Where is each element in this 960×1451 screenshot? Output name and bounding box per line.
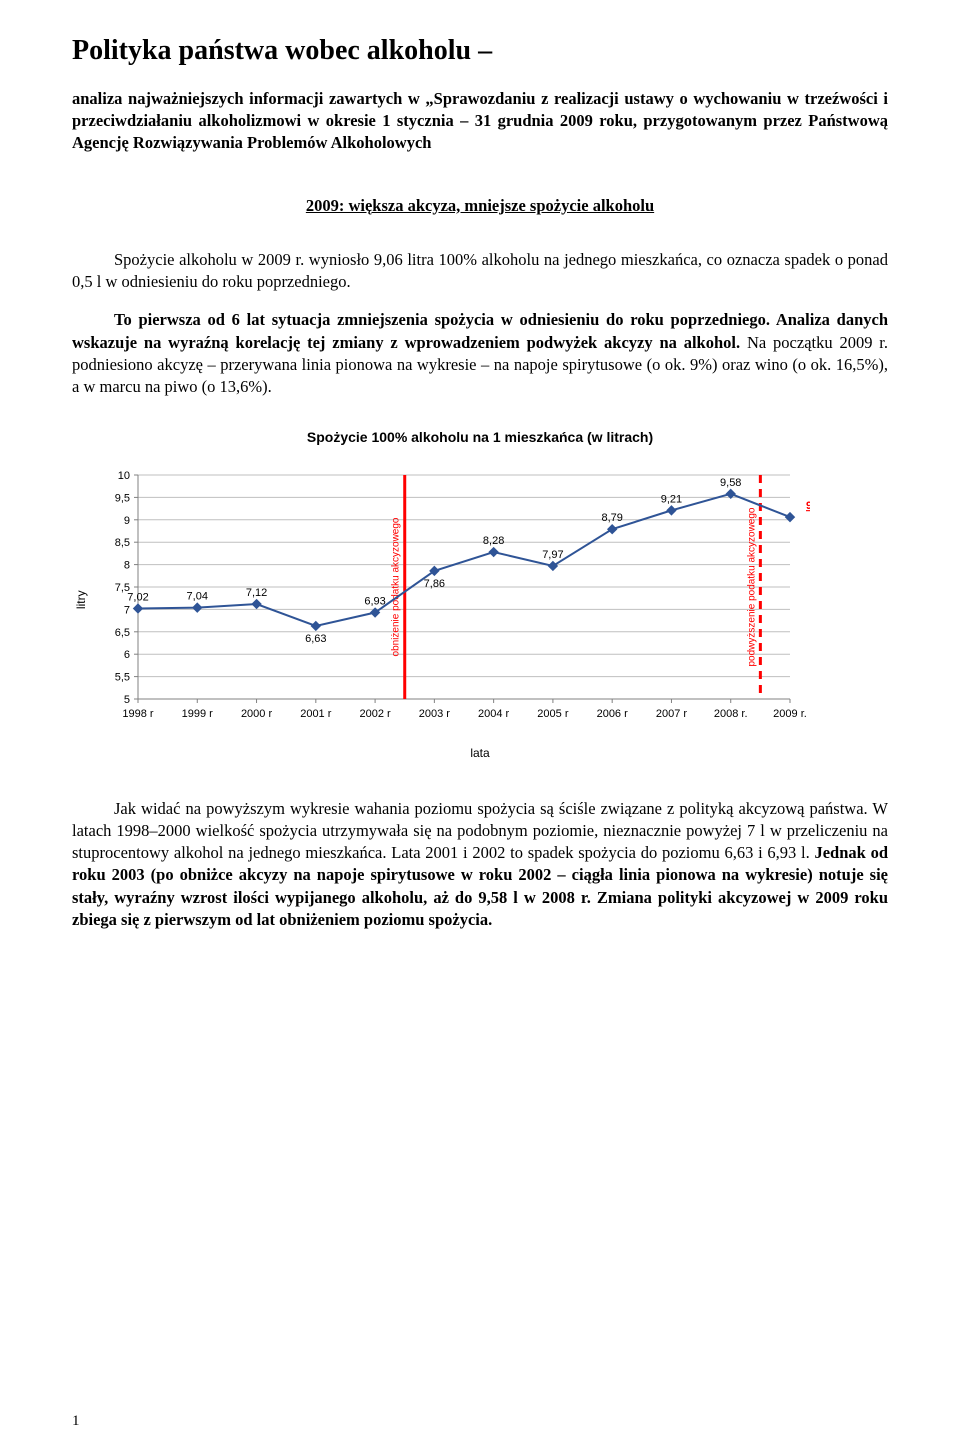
svg-text:8,79: 8,79: [601, 513, 622, 525]
svg-text:10: 10: [118, 470, 130, 482]
chart-title: Spożycie 100% alkoholu na 1 mieszkańca (…: [72, 428, 888, 447]
svg-text:9,06: 9,06: [806, 500, 810, 512]
svg-text:2008 r.: 2008 r.: [714, 708, 748, 720]
paragraph-1: Spożycie alkoholu w 2009 r. wyniosło 9,0…: [72, 249, 888, 294]
svg-text:9: 9: [124, 515, 130, 527]
svg-text:7,04: 7,04: [187, 591, 208, 603]
svg-text:2007 r: 2007 r: [656, 708, 688, 720]
svg-text:1999 r: 1999 r: [182, 708, 214, 720]
svg-text:8: 8: [124, 560, 130, 572]
svg-text:8,28: 8,28: [483, 535, 504, 547]
svg-text:7,86: 7,86: [424, 578, 445, 590]
svg-text:2003 r: 2003 r: [419, 708, 451, 720]
svg-text:2009 r.: 2009 r.: [773, 708, 807, 720]
svg-text:podwyższenie podatku akcyzoweg: podwyższenie podatku akcyzowego: [746, 507, 757, 666]
svg-text:6,5: 6,5: [115, 627, 130, 639]
svg-text:1998 r: 1998 r: [122, 708, 154, 720]
svg-text:7,12: 7,12: [246, 587, 267, 599]
svg-text:2004 r: 2004 r: [478, 708, 510, 720]
page-number: 1: [72, 1411, 80, 1431]
svg-text:9,5: 9,5: [115, 493, 130, 505]
chart-xlabel: lata: [72, 745, 888, 761]
svg-text:2002 r: 2002 r: [359, 708, 391, 720]
svg-text:2006 r: 2006 r: [597, 708, 629, 720]
document-subtitle: analiza najważniejszych informacji zawar…: [72, 88, 888, 155]
svg-text:2001 r: 2001 r: [300, 708, 332, 720]
svg-text:2005 r: 2005 r: [537, 708, 569, 720]
svg-text:6: 6: [124, 650, 130, 662]
svg-text:9,58: 9,58: [720, 477, 741, 489]
svg-text:obniżenie podatku akcyzowego: obniżenie podatku akcyzowego: [391, 517, 402, 656]
consumption-chart: Spożycie 100% alkoholu na 1 mieszkańca (…: [72, 428, 888, 761]
paragraph-3-a: Jak widać na powyższym wykresie wahania …: [72, 799, 888, 863]
svg-text:9,21: 9,21: [661, 494, 682, 506]
svg-text:7,97: 7,97: [542, 549, 563, 561]
svg-text:8,5: 8,5: [115, 538, 130, 550]
svg-text:5,5: 5,5: [115, 672, 130, 684]
chart-ylabel: litry: [73, 591, 89, 609]
svg-text:2000 r: 2000 r: [241, 708, 273, 720]
svg-text:6,93: 6,93: [364, 596, 385, 608]
paragraph-2: To pierwsza od 6 lat sytuacja zmniejszen…: [72, 309, 888, 398]
svg-text:6,63: 6,63: [305, 633, 326, 645]
section-header: 2009: większa akcyza, mniejsze spożycie …: [72, 195, 888, 217]
paragraph-3: Jak widać na powyższym wykresie wahania …: [72, 798, 888, 932]
svg-text:7: 7: [124, 605, 130, 617]
document-title: Polityka państwa wobec alkoholu –: [72, 32, 888, 70]
svg-text:5: 5: [124, 694, 130, 706]
chart-svg: 55,566,577,588,599,5101998 r1999 r2000 r…: [90, 465, 810, 735]
svg-text:7,02: 7,02: [127, 592, 148, 604]
